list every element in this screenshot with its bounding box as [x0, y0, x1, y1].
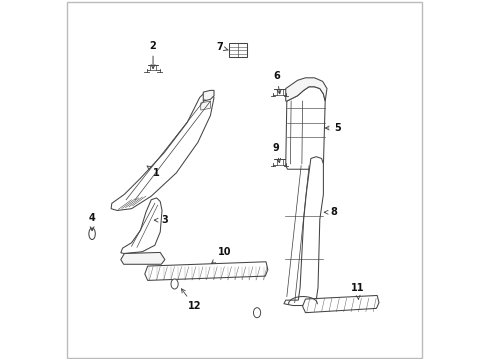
Polygon shape	[203, 90, 214, 101]
Polygon shape	[111, 92, 214, 211]
Polygon shape	[201, 101, 210, 110]
Text: 8: 8	[324, 207, 337, 217]
Text: 1: 1	[147, 166, 160, 178]
Text: 9: 9	[272, 143, 280, 163]
Text: 3: 3	[154, 215, 168, 225]
Text: 7: 7	[216, 42, 228, 52]
Text: 4: 4	[88, 213, 95, 231]
Ellipse shape	[171, 279, 178, 289]
Polygon shape	[144, 262, 267, 280]
Polygon shape	[285, 87, 325, 169]
Bar	[228, 43, 247, 57]
Text: 5: 5	[325, 123, 341, 133]
Polygon shape	[302, 296, 378, 313]
Text: 11: 11	[350, 283, 364, 299]
Text: 6: 6	[273, 71, 281, 94]
Polygon shape	[121, 252, 164, 264]
Text: 12: 12	[181, 289, 201, 311]
Polygon shape	[285, 78, 326, 101]
Polygon shape	[121, 198, 162, 253]
Text: 2: 2	[149, 41, 156, 68]
Ellipse shape	[253, 308, 260, 318]
Polygon shape	[284, 157, 323, 306]
Text: 10: 10	[211, 247, 231, 264]
Ellipse shape	[89, 228, 95, 239]
